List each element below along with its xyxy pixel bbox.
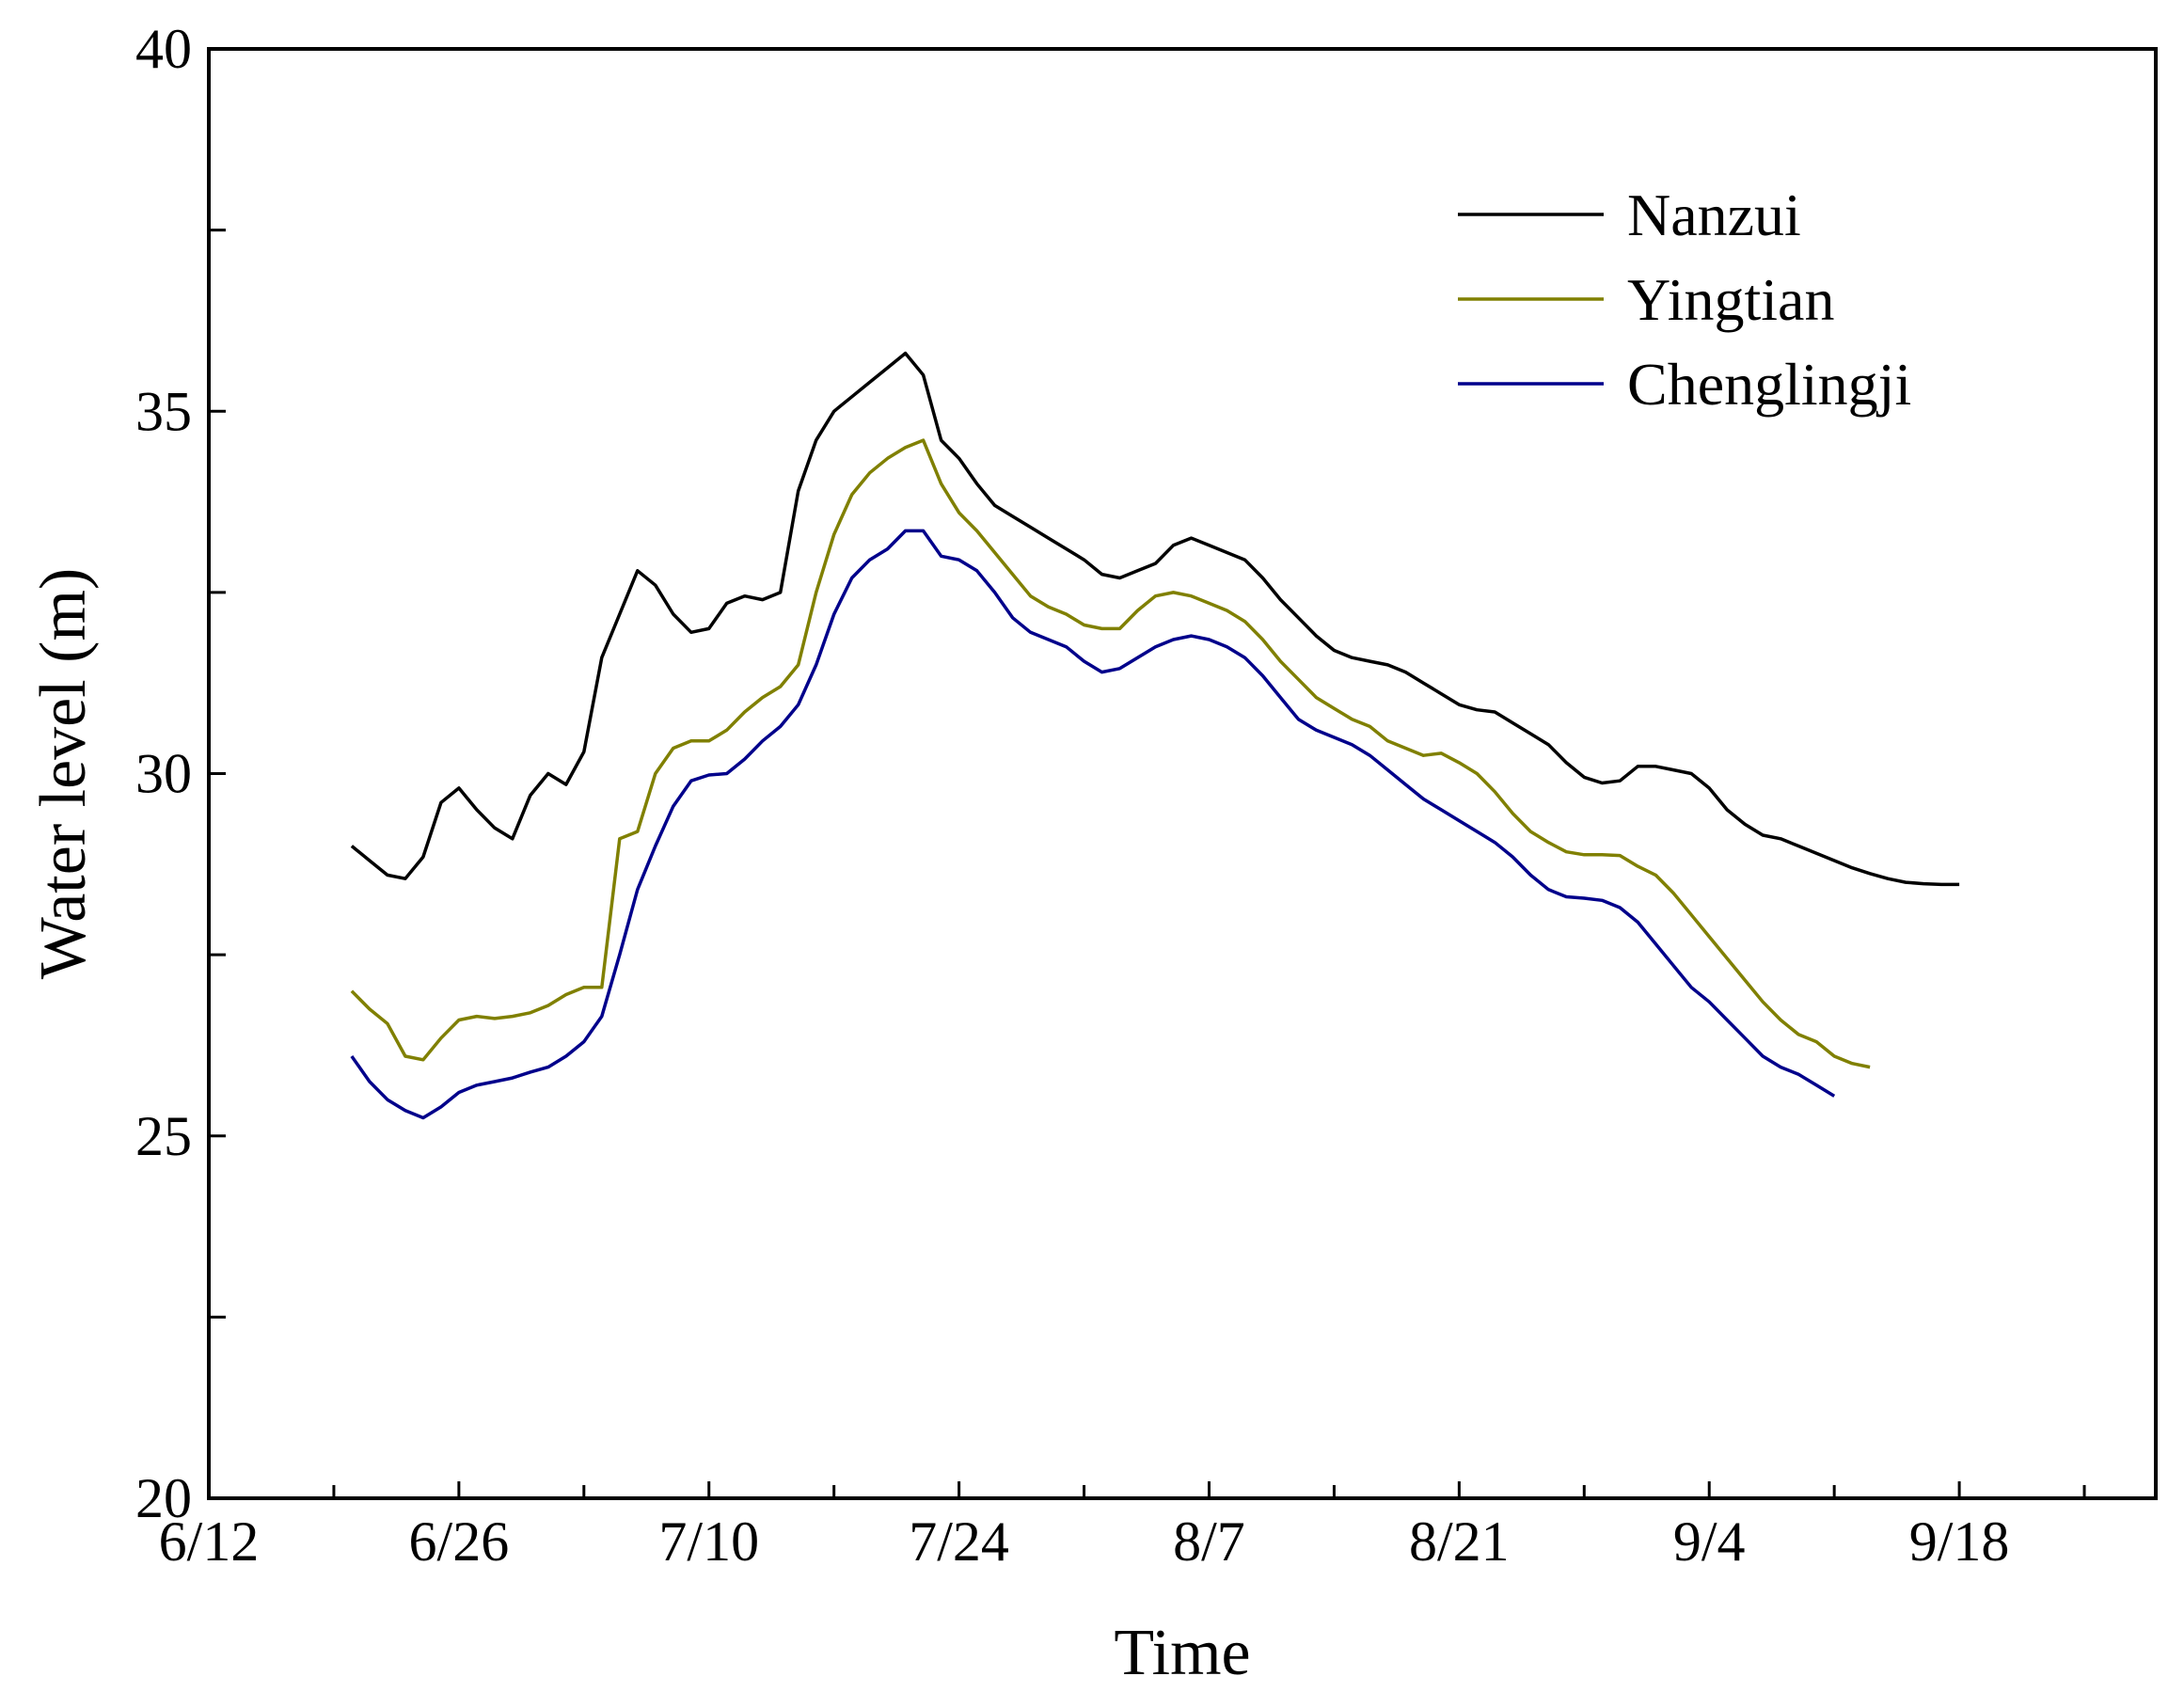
legend: Nanzui Yingtian Chenglingji: [1458, 182, 1911, 418]
y-axis-ticks: 20 25 30 35 40: [135, 18, 226, 1529]
x-tick-label: 6/26: [409, 1510, 510, 1573]
legend-label-nanzui: Nanzui: [1627, 182, 1801, 248]
x-axis-title: Time: [1114, 1617, 1250, 1689]
series-line-chenglingji: [350, 529, 1836, 1120]
legend-label-yingtian: Yingtian: [1627, 266, 1834, 333]
x-tick-label: 7/24: [909, 1510, 1009, 1573]
legend-label-chenglingji: Chenglingji: [1627, 351, 1911, 418]
x-tick-label: 8/7: [1173, 1510, 1245, 1573]
y-tick-label: 35: [135, 380, 192, 442]
y-tick-label: 30: [135, 743, 192, 805]
x-tick-label: 6/12: [159, 1510, 260, 1573]
series-line-nanzui: [350, 351, 1960, 887]
x-tick-label: 7/10: [658, 1510, 759, 1573]
x-tick-label: 9/18: [1909, 1510, 2010, 1573]
plot-frame: [207, 47, 2158, 1500]
x-tick-label: 8/21: [1409, 1510, 1510, 1573]
x-axis-ticks: 6/12 6/26 7/10 7/24 8/7 8/21 9/4 9/18: [159, 1481, 2086, 1573]
y-tick-label: 20: [135, 1467, 192, 1529]
series-layer: [350, 351, 1960, 1120]
series-line-yingtian: [350, 438, 1871, 1069]
y-tick-label: 25: [135, 1105, 192, 1167]
y-tick-label: 40: [135, 18, 192, 80]
y-axis-title: Water level (m): [27, 568, 100, 979]
x-tick-label: 9/4: [1673, 1510, 1746, 1573]
